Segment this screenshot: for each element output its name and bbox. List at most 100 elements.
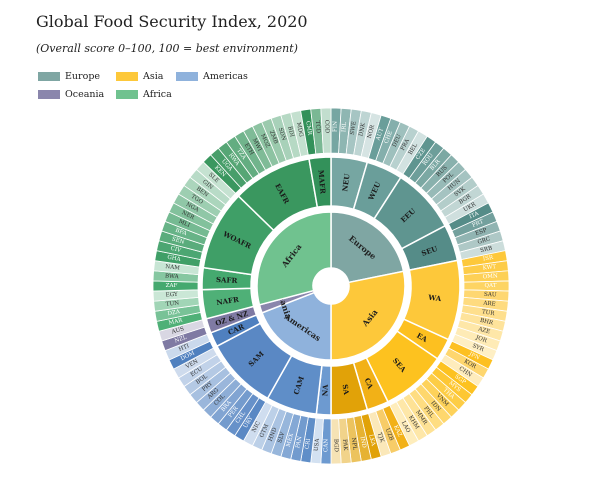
legend-item-americas: Americas [176,71,248,82]
country-label-mwi: MWI [251,137,263,152]
legend-label-africa: Africa [143,89,172,100]
legend-label-americas: Americas [203,71,248,82]
country-label-pak: PAK [341,439,348,452]
legend-item-europe: Europe [38,71,100,82]
country-label-ury: URY [243,415,255,429]
country-label-kwt: KWT [482,264,496,272]
country-label-bdi: BDI [286,126,295,138]
country-label-cze: CZE [415,148,427,161]
region-label-sa: SA [341,384,351,396]
region-label-na: NA [320,384,330,397]
country-label-are: ARE [482,300,496,307]
country-label-prt: PRT [471,219,484,229]
country-label-esp: ESP [475,228,488,238]
country-label-zaf: ZAF [166,283,178,289]
country-label-syr: SYR [471,343,485,353]
country-label-hnd: HND [268,426,279,442]
country-label-cri: CRI [305,438,312,449]
country-label-tun: TUN [166,300,180,307]
country-label-mli: MLI [178,219,191,229]
chart-subtitle: (Overall score 0–100, 100 = best environ… [36,42,298,55]
country-label-jpn: JPN [467,351,480,362]
legend-item-oceania: Oceania [38,89,104,100]
legend-swatch-africa [116,90,138,99]
chart-title: Global Food Security Index, 2020 [36,12,308,31]
country-label-mar: MAR [168,317,184,326]
country-label-jor: JOR [474,335,488,345]
country-label-aut: AUT [375,127,385,142]
country-label-egy: EGY [166,292,179,299]
country-label-dza: DZA [167,309,181,317]
country-label-omn: OMN [482,273,498,280]
region-label-mafr: MAFR [317,170,328,195]
legend-label-asia: Asia [143,71,164,82]
legend-item-asia: Asia [116,71,163,82]
country-label-kaz: KAZ [392,424,402,437]
region-label-ca: CA [363,377,376,391]
country-label-civ: CIV [170,246,183,254]
country-label-npl: NPL [350,437,358,450]
country-label-usa: USA [314,437,321,451]
legend-swatch-europe [38,72,60,81]
country-label-sau: SAU [484,292,497,299]
country-label-irl: IRL [341,121,348,132]
country-label-che: CHE [384,130,394,145]
country-label-eth: ETH [243,142,255,156]
country-label-tjk: TJK [376,432,385,444]
country-label-tur: TUR [481,309,495,317]
country-label-srb: SRB [480,246,493,255]
country-label-deu: DEU [392,133,403,148]
country-label-aus: AUS [170,326,185,336]
country-label-bel: BEL [408,143,419,157]
country-label-nor: NOR [367,124,376,140]
country-label-bgd: BGD [332,439,338,453]
country-label-mex: MEX [286,433,295,448]
country-label-dnk: DNK [358,122,367,137]
country-label-grc: GRC [477,236,491,245]
country-label-gtm: GTM [259,423,270,438]
country-label-nam: NAM [165,264,181,272]
region-segment-mafr[interactable] [308,156,332,209]
country-label-nzl: NZL [174,335,188,345]
legend-item-africa: Africa [116,89,172,100]
center-hole [313,268,349,304]
region-label-safr: SAFR [216,275,238,285]
country-label-ner: NER [181,210,196,222]
country-label-kor: KOR [463,359,478,371]
country-label-uzb: UZB [384,428,394,442]
legend-label-oceania: Oceania [65,89,105,100]
country-label-ind: IND [359,436,367,449]
legend-swatch-americas [176,72,198,81]
country-label-pan: PAN [295,436,303,449]
country-label-zmb: ZMB [268,130,279,145]
country-label-lka: LKA [367,434,376,448]
region-label-neu: NEU [340,173,351,192]
country-label-isr: ISR [483,255,495,263]
legend-swatch-oceania [38,90,60,99]
country-label-qat: QAT [484,283,496,289]
country-label-hti: HTI [178,343,190,353]
country-segment-cod[interactable] [320,107,332,154]
country-label-ita: ITA [468,210,480,220]
country-label-bwa: BWA [165,274,180,281]
country-label-aze: AZE [476,326,490,335]
country-label-moz: MOZ [259,133,270,149]
country-label-sdn: SDN [277,127,287,142]
country-label-fra: FRA [400,137,411,151]
country-label-swe: SWE [350,121,358,135]
country-label-bfa: BFA [174,228,188,238]
country-label-bhr: BHR [479,318,494,327]
region-label-wa: WA [427,293,442,304]
country-label-gha: GHA [167,255,182,263]
legend-swatch-asia [116,72,138,81]
country-label-lao: LAO [400,420,411,434]
country-label-cmr: CMR [304,121,312,137]
country-label-tcd: TCD [314,121,321,134]
country-label-sen: SEN [171,236,185,245]
country-label-cod: COD [323,120,329,134]
region-label-nafr: NAFR [216,295,240,307]
country-label-can: CAN [323,439,329,452]
legend-label-europe: Europe [65,71,101,82]
